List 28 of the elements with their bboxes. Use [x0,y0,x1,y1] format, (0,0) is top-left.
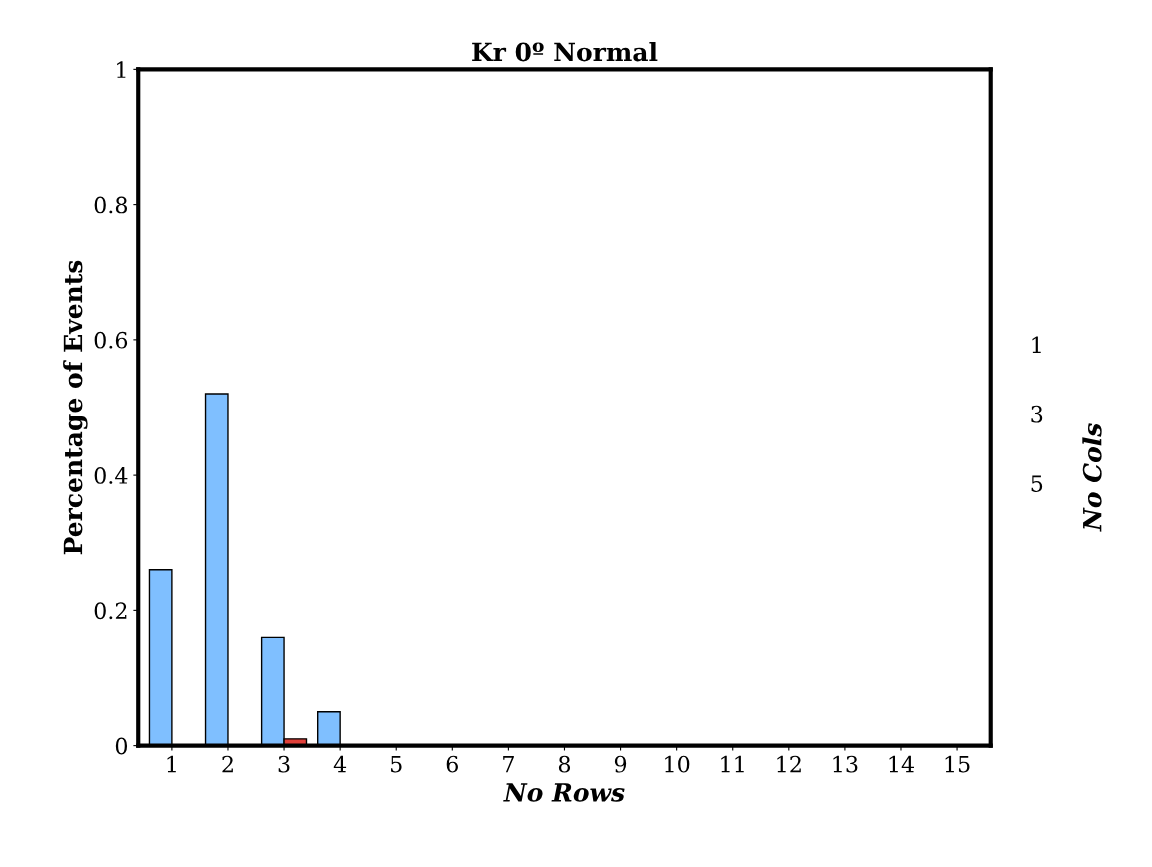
text: 1 [1032,336,1041,353]
x-tick-label: 2 [222,755,233,773]
text: 5 [1031,475,1043,492]
x-tick-label: 6 [446,755,458,773]
x-tick-label: 12 [777,755,801,773]
y-tick-label: 0.8 [94,196,128,214]
y-tick-label: 0.4 [94,467,128,484]
x-tick-label: 7 [503,756,514,773]
chart-title: Kr 0º Normal [472,42,658,62]
x-tick-label: 4 [333,755,347,773]
x-axis-title: No Rows [503,783,625,802]
x-tick-label: 1 [167,755,176,773]
x-tick-label: 3 [278,755,290,773]
y-tick-label: 0 [115,737,128,755]
x-tick-label: 13 [833,755,858,773]
y-axis-title: Percentage of Events [63,260,88,555]
y-tick-label: 0.6 [94,331,128,349]
x-tick-label: 8 [558,755,571,773]
text: 3 [1031,405,1043,423]
x-tick-label: 15 [945,755,970,773]
x-tick-label: 10 [665,755,690,773]
x-tick-label: 9 [614,755,627,773]
x-tick-label: 14 [889,755,915,773]
y-tick-label: 1 [117,61,126,78]
y-tick-label: 0.2 [94,602,127,620]
x-tick-label: 5 [391,756,402,773]
text: No Cols [1082,423,1102,532]
x-tick-label: 11 [721,755,744,773]
